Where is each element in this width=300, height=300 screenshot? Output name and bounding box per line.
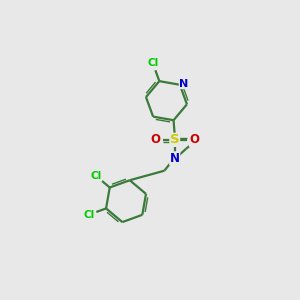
Text: N: N [170,152,180,165]
Text: Cl: Cl [147,58,158,68]
Text: O: O [189,134,200,146]
Text: S: S [170,134,179,146]
Text: Cl: Cl [84,209,95,220]
Text: O: O [150,134,160,146]
Text: N: N [179,79,189,88]
Text: Cl: Cl [91,171,102,181]
